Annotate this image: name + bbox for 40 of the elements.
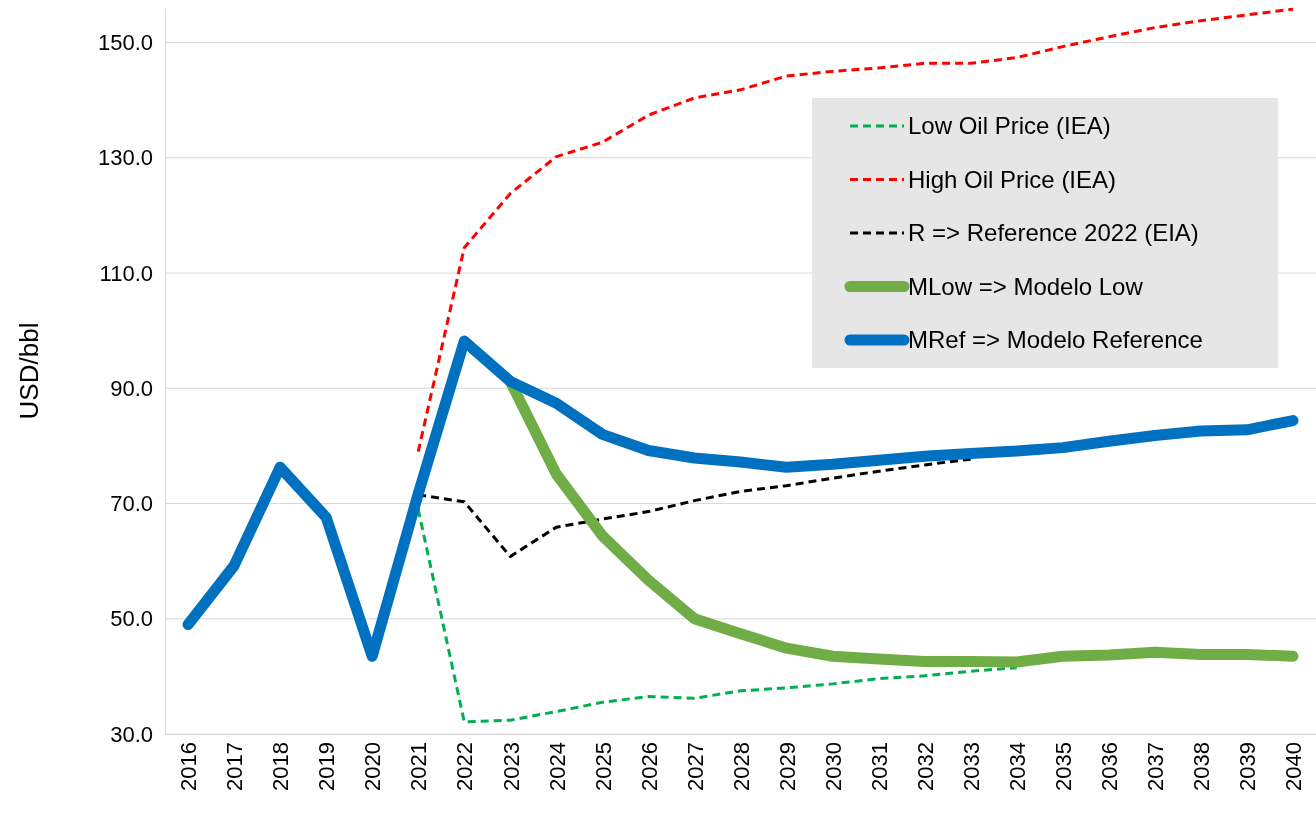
y-tick-label: 50.0 — [110, 606, 153, 632]
line-series — [416, 507, 1019, 724]
legend-label: MLow => Modelo Low — [908, 272, 1144, 300]
legend-label: MRef => Modelo Reference — [908, 326, 1203, 354]
x-tick-label: 2028 — [728, 742, 754, 791]
x-tick-label: 2036 — [1097, 742, 1123, 791]
x-tick-label: 2017 — [222, 742, 248, 791]
x-tick-label: 2024 — [544, 742, 570, 791]
x-tick-label: 2039 — [1235, 742, 1261, 791]
y-tick-label: 30.0 — [110, 721, 153, 747]
legend-label: Low Oil Price (IEA) — [908, 112, 1111, 140]
x-tick-label: 2019 — [314, 742, 340, 791]
y-tick-label: 70.0 — [110, 491, 153, 517]
x-tick-label: 2035 — [1050, 742, 1076, 791]
x-tick-label: 2030 — [820, 742, 846, 791]
y-tick-label: 130.0 — [97, 145, 153, 171]
x-tick-label: 2016 — [176, 742, 202, 791]
x-tick-label: 2029 — [774, 742, 800, 791]
x-tick-label: 2020 — [360, 742, 386, 791]
x-tick-label: 2021 — [406, 742, 432, 791]
x-tick-label: 2027 — [682, 742, 708, 791]
x-tick-label: 2037 — [1143, 742, 1169, 791]
y-tick-label: 150.0 — [97, 30, 153, 56]
x-tick-label: 2032 — [912, 742, 938, 791]
x-tick-label: 2025 — [590, 742, 616, 791]
x-tick-label: 2034 — [1004, 742, 1030, 791]
x-tick-label: 2033 — [958, 742, 984, 791]
line-series — [416, 7, 1295, 454]
x-tick-label: 2031 — [866, 742, 892, 791]
legend-label: R => Reference 2022 (EIA) — [908, 219, 1199, 247]
x-tick-label: 2023 — [498, 742, 524, 791]
x-tick-label: 2022 — [452, 742, 478, 791]
y-tick-label: 110.0 — [99, 260, 153, 286]
x-tick-label: 2038 — [1189, 742, 1215, 791]
x-tick-label: 2018 — [268, 742, 294, 791]
legend-label: High Oil Price (IEA) — [908, 165, 1117, 193]
x-tick-label: 2040 — [1281, 742, 1307, 791]
y-axis-title: USD/bbl — [14, 322, 44, 420]
x-tick-label: 2026 — [636, 742, 662, 791]
y-tick-label: 90.0 — [110, 375, 153, 401]
